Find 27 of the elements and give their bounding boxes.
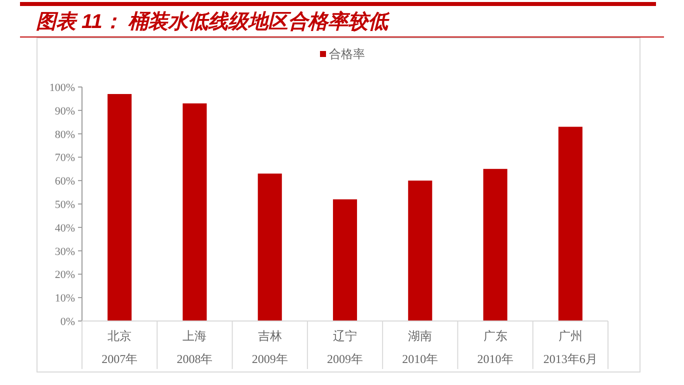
y-tick-label: 70% <box>54 152 75 164</box>
y-tick-label: 50% <box>54 199 75 211</box>
y-tick-label: 100% <box>49 82 75 94</box>
x-tick-label: 广州 2013年6月 <box>543 329 598 366</box>
bar <box>108 94 132 321</box>
x-tick-label: 辽宁 2009年 <box>327 329 363 366</box>
x-tick-label: 吉林 2009年 <box>252 329 288 366</box>
chart-title: 图表 11： 桶装水低线级地区合格率较低 <box>36 10 390 33</box>
x-tick-label: 广东 2010年 <box>477 329 514 366</box>
y-tick-label: 40% <box>54 222 75 234</box>
y-tick-label: 90% <box>54 105 75 118</box>
y-tick-label: 20% <box>54 269 75 282</box>
bar <box>558 126 582 321</box>
bar <box>408 180 432 321</box>
y-tick-label: 60% <box>54 176 75 188</box>
bar <box>182 103 207 321</box>
legend-label: 合格率 <box>329 47 365 61</box>
y-tick-label: 10% <box>54 292 75 305</box>
y-tick-label: 30% <box>54 246 75 258</box>
y-tick-label: 80% <box>54 128 75 141</box>
x-tick-label: 北京 2007年 <box>102 329 138 366</box>
bar <box>258 174 282 321</box>
x-tick-label: 上海 2008年 <box>176 329 213 366</box>
y-tick-label: 0% <box>60 316 75 328</box>
x-tick-label: 湖南 2010年 <box>402 329 438 366</box>
bar <box>332 199 358 321</box>
bar <box>483 168 508 321</box>
